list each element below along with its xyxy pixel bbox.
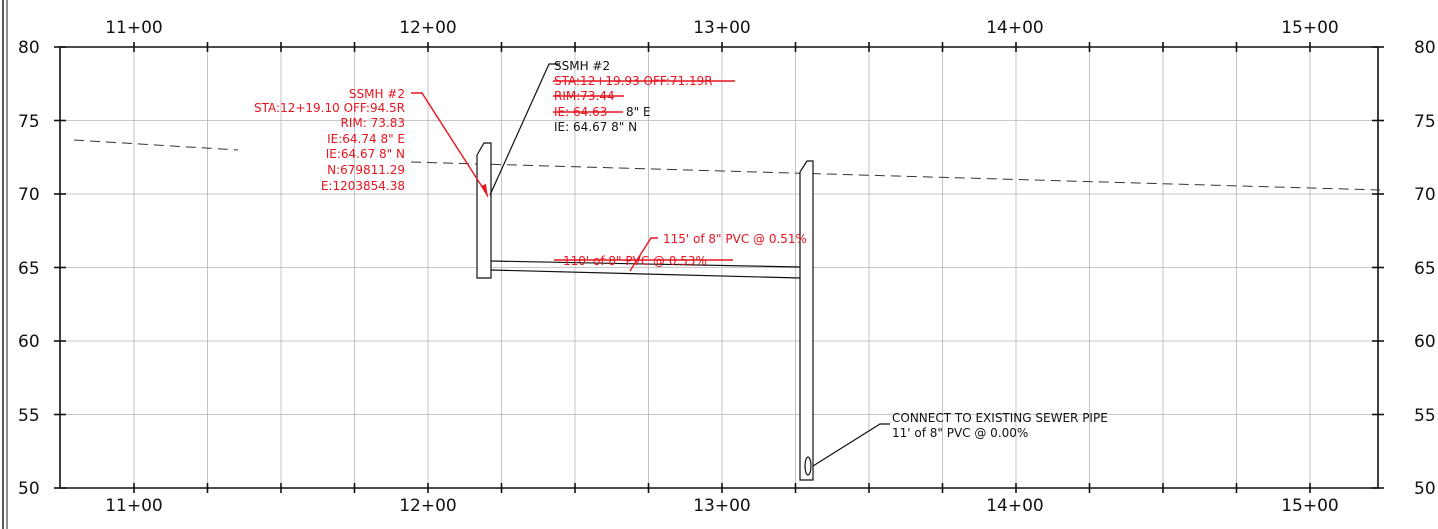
connect-line-2: 11' of 8" PVC @ 0.00% <box>892 426 1028 440</box>
station-labels-bottom: 11+00 12+00 13+00 14+00 15+00 <box>105 496 1339 516</box>
elevation-label-left: 75 <box>18 112 40 132</box>
elevation-label-right: 60 <box>1414 332 1436 352</box>
elevation-label-right: 50 <box>1414 479 1436 499</box>
red-ssmh-rim: RIM: 73.83 <box>341 116 405 130</box>
profile-axes <box>54 42 1384 493</box>
red-ssmh-easting: E:1203854.38 <box>321 179 405 193</box>
elevation-labels-left: 80 75 70 65 60 55 50 <box>18 38 40 499</box>
station-label-top: 14+00 <box>986 18 1044 38</box>
red-ssmh-title: SSMH #2 <box>349 87 405 101</box>
red-ssmh-sta: STA:12+19.10 OFF:94.5R <box>254 101 405 115</box>
black-manhole-annotation: SSMH #2 STA:12+19.93 OFF:71.19R RIM:73.4… <box>489 59 735 196</box>
red-manhole-annotation: SSMH #2 STA:12+19.10 OFF:94.5R RIM: 73.8… <box>254 87 489 198</box>
pipe-8in-pvc <box>490 260 801 279</box>
profile-grid <box>60 47 1378 488</box>
station-label-top: 15+00 <box>1281 18 1339 38</box>
station-label-bottom: 12+00 <box>399 496 457 516</box>
pipe-old-label-struck: 110' of 8" PVC @ 0.53% <box>563 254 707 268</box>
manhole-ssmh-2 <box>476 142 492 279</box>
black-ssmh-title: SSMH #2 <box>554 59 610 73</box>
elevation-labels-right: 80 75 70 65 60 55 50 <box>1414 38 1436 499</box>
elevation-label-left: 65 <box>18 259 40 279</box>
elevation-label-right: 55 <box>1414 406 1436 426</box>
station-label-top: 12+00 <box>399 18 457 38</box>
pipe-annotation: 115' of 8" PVC @ 0.51% 110' of 8" PVC @ … <box>554 232 807 272</box>
elevation-label-right: 70 <box>1414 185 1436 205</box>
black-ssmh-ie-n: IE: 64.67 8" N <box>554 120 637 134</box>
elevation-label-right: 65 <box>1414 259 1436 279</box>
station-labels-top: 11+00 12+00 13+00 14+00 15+00 <box>105 18 1339 38</box>
existing-pipe-end <box>804 456 812 476</box>
pipe-new-label: 115' of 8" PVC @ 0.51% <box>663 232 807 246</box>
red-ssmh-northing: N:679811.29 <box>327 163 405 177</box>
black-ssmh-ie-e-suffix: 8" E <box>626 105 651 119</box>
station-label-bottom: 15+00 <box>1281 496 1339 516</box>
elevation-label-left: 60 <box>18 332 40 352</box>
station-label-bottom: 13+00 <box>693 496 751 516</box>
connect-annotation: CONNECT TO EXISTING SEWER PIPE 11' of 8"… <box>812 411 1108 467</box>
existing-ground-line <box>73 139 1381 191</box>
manhole-existing <box>799 160 814 481</box>
elevation-label-right: 75 <box>1414 112 1436 132</box>
elevation-label-left: 70 <box>18 185 40 205</box>
station-label-top: 11+00 <box>105 18 163 38</box>
station-label-top: 13+00 <box>693 18 751 38</box>
elevation-label-left: 50 <box>18 479 40 499</box>
station-label-bottom: 14+00 <box>986 496 1044 516</box>
connect-line-1: CONNECT TO EXISTING SEWER PIPE <box>892 411 1108 425</box>
station-label-bottom: 11+00 <box>105 496 163 516</box>
red-ssmh-ie-n: IE:64.67 8" N <box>326 147 405 161</box>
red-ssmh-ie-e: IE:64.74 8" E <box>327 132 405 146</box>
elevation-label-left: 80 <box>18 38 40 58</box>
elevation-label-right: 80 <box>1414 38 1436 58</box>
elevation-label-left: 55 <box>18 406 40 426</box>
